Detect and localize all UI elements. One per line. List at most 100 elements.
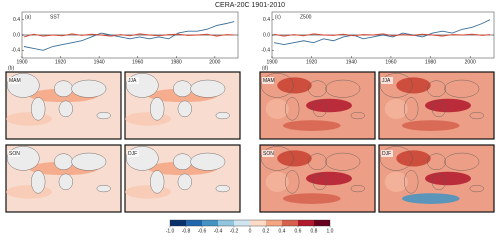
continent [150,97,165,121]
map-shading [6,112,52,126]
season-label: JJA [382,78,391,84]
y-tick-label: -0.4 [261,48,270,54]
continent [58,100,73,118]
y-tick-label: 0.0 [263,32,270,38]
map-shading [384,171,408,192]
season-bg [262,77,274,84]
map-shading [402,120,460,131]
map-shading [283,120,341,131]
colorbar-swatch [266,220,282,226]
colorbar-tick-label: -0.2 [230,228,239,234]
y-tick-label: 0.4 [13,17,20,23]
y-tick-label: -0.4 [11,48,20,54]
continent [173,80,192,97]
series-line [273,19,491,46]
continent [31,97,46,121]
series-line [23,33,235,38]
x-tick-label: 2000 [209,59,220,65]
season-label: SON [9,151,20,157]
map-shading [265,98,289,119]
continent [260,73,294,98]
x-tick-label: 1980 [425,59,436,65]
x-tick-label: 1920 [55,59,66,65]
x-tick-label: 1980 [171,59,182,65]
map-shading [306,98,352,113]
continent [54,153,73,170]
continent [71,152,107,171]
colorbar-tick-label: 0.2 [263,228,270,234]
x-tick-label: 1940 [94,59,105,65]
map-shading [402,193,460,204]
map-shading [6,185,52,199]
continent [58,173,73,191]
continent [350,112,365,120]
map-shading [283,193,341,204]
colorbar-swatch [186,220,202,226]
colorbar-tick-label: -0.8 [182,228,191,234]
season-label: MAM [9,78,21,84]
season-bg [8,150,20,157]
map-shading [125,112,171,126]
continent [177,100,192,118]
season-bg [381,150,393,157]
continent [404,170,419,194]
season-label: JJA [128,78,137,84]
colorbar-swatch [314,220,330,226]
continent [96,112,111,120]
continent [173,153,192,170]
continent [190,152,226,171]
panel-title: SST [50,14,60,20]
continent [308,153,327,170]
continent [379,146,413,171]
colorbar-tick-label: 1.0 [327,228,334,234]
map-shading [306,171,352,186]
season-bg [8,77,20,84]
figure-title: CERA-20C 1901-2010 [215,2,285,9]
colorbar-tick-label: -1.0 [166,228,175,234]
continent [427,80,446,97]
continent [379,73,413,98]
continent [469,184,484,193]
continent [427,153,446,170]
continent [177,173,192,191]
map-shading [277,77,312,94]
colorbar-tick-label: 0.6 [295,228,302,234]
map-shading [265,171,289,192]
colorbar-swatch [234,220,250,226]
season-bg [127,77,139,84]
continent [431,100,446,118]
season-bg [127,150,139,157]
season-label: SON [263,151,274,157]
continent [325,79,361,98]
colorbar-swatch [202,220,218,226]
x-tick-label: 2000 [465,59,476,65]
colorbar-tick-label: 0.4 [279,228,286,234]
panel-title: Z500 [300,14,312,20]
continent [444,152,480,171]
continent [350,184,365,193]
panel-label: (a) [25,14,31,20]
x-tick-label: 1960 [385,59,396,65]
colorbar-swatch [170,220,186,226]
panel-label: (c) [275,14,281,20]
continent [215,184,230,193]
season-bg [262,150,274,157]
season-label: DJF [382,151,391,157]
map-shading [396,77,431,94]
continent [308,80,327,97]
x-tick-label: 1940 [346,59,357,65]
colorbar-swatch [218,220,234,226]
x-tick-label: 1960 [132,59,143,65]
continent [312,100,327,118]
map-shading [125,185,171,199]
colorbar-swatch [282,220,298,226]
continent [54,80,73,97]
season-label: MAM [263,78,275,84]
season-bg [381,77,393,84]
series-line [273,33,491,37]
continent [444,79,480,98]
x-tick-label: 1920 [306,59,317,65]
x-tick-label: 1900 [266,59,277,65]
continent [71,79,107,98]
